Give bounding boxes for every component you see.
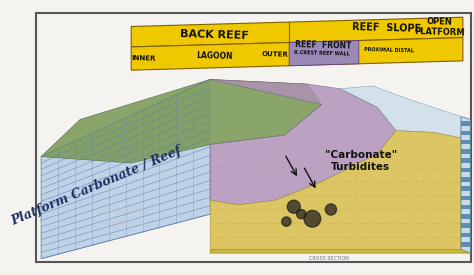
Bar (461, 177, 470, 182)
Polygon shape (210, 249, 470, 253)
Bar (461, 242, 470, 247)
Bar (461, 168, 470, 172)
Bar (461, 205, 470, 210)
Text: OUTER: OUTER (262, 51, 289, 58)
Bar (461, 158, 470, 163)
Polygon shape (289, 40, 359, 66)
Text: R.CREST REEF WALL: R.CREST REEF WALL (294, 50, 350, 57)
Bar (461, 223, 470, 228)
Text: REEF  FRONT: REEF FRONT (295, 40, 352, 50)
Circle shape (297, 210, 306, 219)
Circle shape (325, 204, 337, 215)
Text: OPEN
PLATFORM: OPEN PLATFORM (414, 17, 465, 38)
Text: Platform Carbonate / Reef: Platform Carbonate / Reef (9, 144, 184, 228)
Text: LAGOON: LAGOON (196, 51, 233, 61)
Polygon shape (461, 117, 470, 253)
Text: CROSS SECTION: CROSS SECTION (309, 256, 349, 261)
Bar (461, 186, 470, 191)
Bar (461, 214, 470, 219)
Bar (461, 149, 470, 154)
Circle shape (287, 200, 301, 213)
Text: REEF  SLOPE: REEF SLOPE (352, 22, 421, 34)
Bar (461, 233, 470, 237)
Text: "Carbonate"
Turbidites: "Carbonate" Turbidites (325, 150, 397, 172)
Bar (461, 140, 470, 144)
Text: BACK REEF: BACK REEF (180, 29, 249, 41)
Polygon shape (41, 79, 210, 259)
Polygon shape (210, 131, 461, 249)
Polygon shape (131, 17, 463, 47)
Polygon shape (340, 86, 461, 138)
Polygon shape (41, 79, 322, 163)
Text: "Carbonate"
Turbidites: "Carbonate" Turbidites (92, 205, 152, 227)
Bar (461, 131, 470, 135)
Circle shape (282, 217, 291, 226)
Circle shape (304, 210, 321, 227)
Bar (461, 121, 470, 126)
Text: INNER: INNER (131, 55, 155, 61)
Bar (461, 196, 470, 200)
Polygon shape (131, 38, 463, 70)
Text: PROXIMAL DISTAL: PROXIMAL DISTAL (365, 48, 414, 54)
Polygon shape (210, 79, 396, 205)
